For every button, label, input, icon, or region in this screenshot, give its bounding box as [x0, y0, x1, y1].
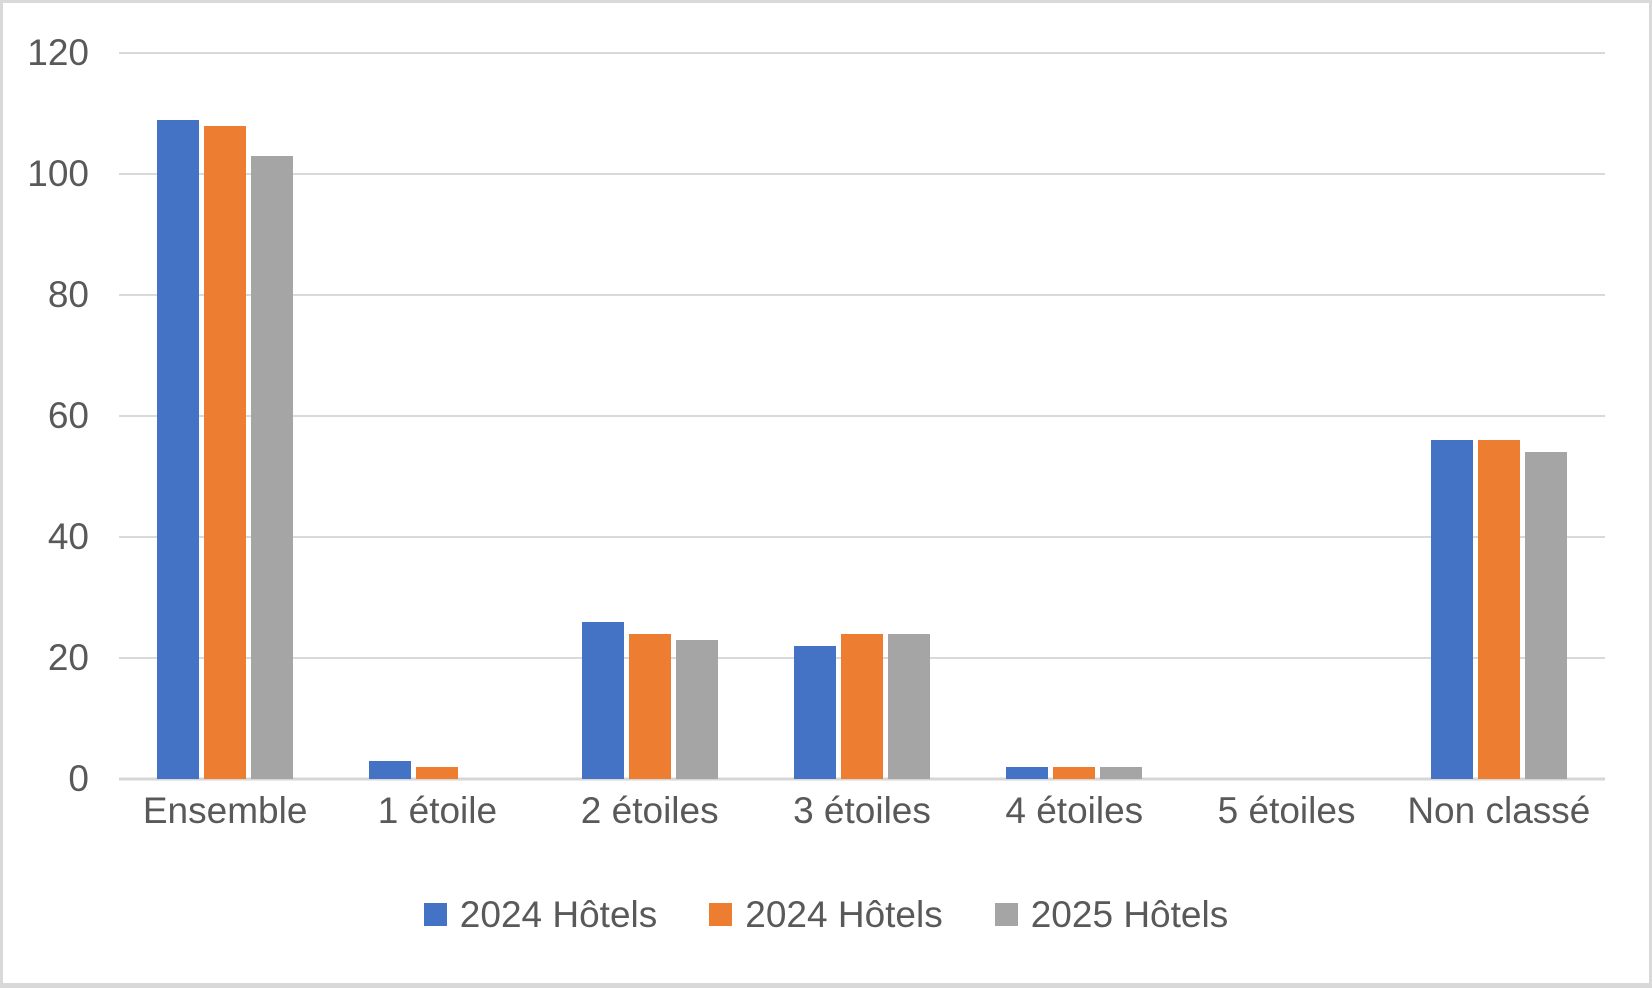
legend-label-2: 2024 Hôtels [745, 894, 943, 935]
x-category-label-2: 1 étoile [377, 790, 498, 831]
y-tick-label-40: 40 [47, 515, 89, 557]
gridline-40 [119, 536, 1605, 538]
plot-area [119, 52, 1605, 781]
legend-item-1: 2024 Hôtels [423, 894, 658, 935]
bar-series3-5 [1100, 766, 1143, 779]
x-category-label-1: Ensemble [142, 790, 308, 831]
bar-group-2 [331, 53, 543, 779]
y-tick-label-0: 0 [68, 757, 89, 799]
legend-swatch-icon [423, 903, 447, 926]
bar-series1-5 [1006, 766, 1049, 779]
bar-series2-5 [1053, 766, 1096, 779]
bar-series1-2 [369, 760, 412, 779]
bar-series3-3 [675, 639, 718, 779]
y-tick-label-120: 120 [27, 31, 89, 73]
legend-label-3: 2025 Hôtels [1030, 894, 1229, 935]
legend-swatch-icon [709, 903, 733, 926]
x-category-label-3: 2 étoiles [580, 790, 719, 831]
x-category-label-7: Non classé [1407, 790, 1591, 831]
legend-swatch-icon [994, 903, 1018, 926]
y-tick-label-20: 20 [47, 636, 89, 678]
bar-group-4 [756, 53, 968, 779]
x-category-label-6: 5 étoiles [1217, 790, 1356, 831]
bar-series3-1 [251, 155, 294, 779]
bar-groups [119, 53, 1605, 779]
gridline-100 [119, 173, 1605, 175]
bar-series3-4 [887, 633, 930, 779]
bar-group-1 [119, 53, 331, 779]
y-tick-label-80: 80 [47, 273, 89, 315]
y-tick-label-100: 100 [27, 152, 89, 194]
bar-series2-4 [840, 633, 883, 779]
gridline-80 [119, 294, 1605, 296]
legend: 2024 Hôtels 2024 Hôtels 2025 Hôtels [3, 896, 1649, 933]
y-axis: 0 20 40 60 80 100 120 [3, 34, 103, 797]
x-category-label-4: 3 étoiles [793, 790, 931, 831]
bar-series1-4 [793, 645, 836, 779]
gridline-60 [119, 415, 1605, 417]
bar-series3-7 [1524, 452, 1567, 779]
legend-item-2: 2024 Hôtels [709, 894, 943, 935]
legend-label-1: 2024 Hôtels [459, 894, 658, 935]
bar-group-5 [968, 53, 1180, 779]
bar-group-3 [544, 53, 756, 779]
gridline-120 [119, 52, 1605, 54]
bar-series2-1 [204, 125, 247, 779]
bar-series2-3 [628, 633, 671, 779]
bar-series2-2 [416, 766, 459, 779]
bar-series1-1 [157, 119, 200, 779]
x-category-label-5: 4 étoiles [1005, 790, 1144, 831]
gridline-0 [119, 777, 1605, 781]
bar-group-7 [1393, 53, 1605, 779]
bar-group-6 [1180, 53, 1392, 779]
x-axis: Ensemble 1 étoile 2 étoiles 3 étoiles 4 étoi… [119, 790, 1605, 832]
bar-series1-3 [581, 621, 624, 779]
y-tick-label-60: 60 [47, 394, 89, 436]
legend-item-3: 2025 Hôtels [994, 894, 1229, 935]
bar-series1-7 [1430, 440, 1473, 779]
bar-series2-7 [1477, 440, 1520, 779]
